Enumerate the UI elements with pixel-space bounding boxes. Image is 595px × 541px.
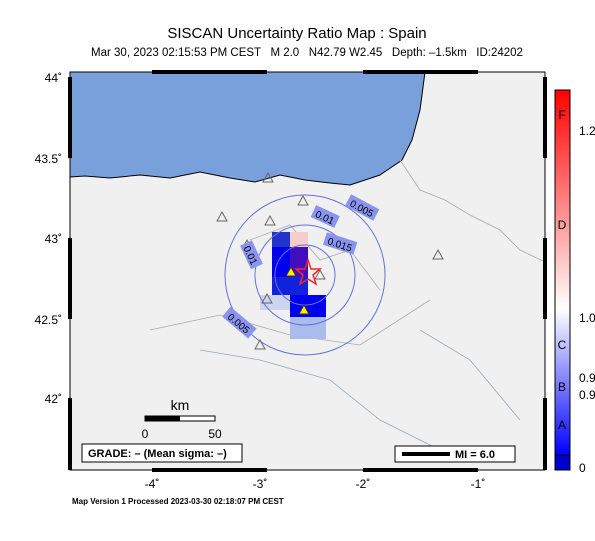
colorbar-labels: 1.2 1.0 0.9 0.9 0 [579, 124, 595, 475]
lat-tick: 43˚ [45, 232, 62, 246]
colorbar-label: 1.2 [579, 124, 595, 138]
lon-tick: -1˚ [471, 477, 486, 491]
colorbar-floor [554, 454, 571, 471]
grade-letter: F [558, 108, 565, 122]
grade-box [81, 443, 243, 463]
nearest-stations [285, 265, 310, 315]
colorbar-grades: F D C B A [558, 108, 567, 432]
colorbar-label: 0.9 [579, 388, 595, 402]
scale-start: 0 [142, 427, 149, 441]
scale-unit: km [171, 397, 190, 413]
lon-ticks: -4˚ -3˚ -2˚ -1˚ [145, 477, 486, 491]
colorbar-label: 0 [579, 461, 586, 475]
scale-bar: km 0 50 [142, 397, 222, 441]
colorbar [554, 89, 571, 456]
colorbar-label: 0.9 [579, 371, 595, 385]
grade-letter: D [558, 218, 567, 232]
uncertainty-grid [260, 232, 326, 339]
scale-end: 50 [208, 427, 222, 441]
contours [224, 194, 386, 356]
intensity: MI = 6.0 [455, 449, 495, 461]
epicenter [293, 257, 323, 286]
intensity-box [394, 445, 516, 463]
grade-letter: A [558, 418, 566, 432]
rivers [199, 329, 521, 451]
grade: GRADE: – (Mean sigma: –) [88, 448, 227, 460]
lon-tick: -4˚ [145, 477, 160, 491]
map: 0.005 0.01 0.015 0.01 0.005 [70, 72, 545, 470]
footer: Map Version 1 Processed 2023-03-30 02:18… [72, 497, 284, 506]
sea [70, 72, 426, 186]
lat-tick: 43.5˚ [35, 152, 62, 166]
lat-tick: 44˚ [45, 71, 62, 85]
lat-tick: 42˚ [45, 392, 62, 406]
title: SISCAN Uncertainty Ratio Map : Spain [167, 25, 426, 42]
colorbar-label: 1.0 [579, 311, 595, 325]
subtitle: Mar 30, 2023 02:15:53 PM CEST M 2.0 N42.… [91, 47, 523, 59]
lon-tick: -3˚ [253, 477, 268, 491]
lat-tick: 42.5˚ [35, 313, 62, 327]
lat-ticks: 44˚ 43.5˚ 43˚ 42.5˚ 42˚ [35, 71, 62, 406]
frame-ticks [68, 70, 547, 472]
lon-tick: -2˚ [356, 477, 371, 491]
grade-letter: B [558, 380, 566, 394]
grade-letter: C [558, 338, 567, 352]
